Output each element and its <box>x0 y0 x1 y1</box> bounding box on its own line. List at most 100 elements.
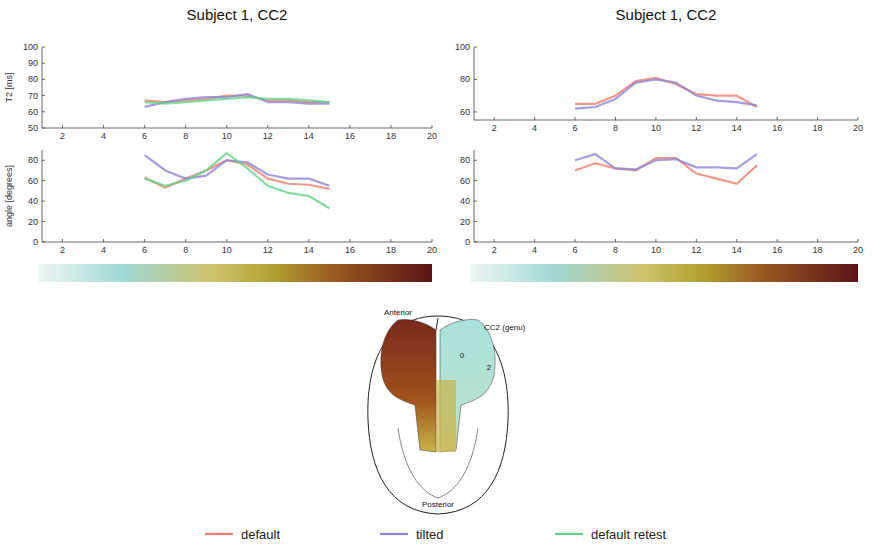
x-tick-label: 16 <box>772 245 782 255</box>
y-tick <box>42 180 45 181</box>
series-line <box>575 154 757 169</box>
figure: 24681012141618205060708090100Subject 1, … <box>0 0 877 548</box>
x-axis <box>474 120 858 121</box>
x-tick <box>615 239 616 242</box>
x-tick-label: 20 <box>853 245 863 255</box>
x-tick <box>817 239 818 242</box>
y-tick <box>474 180 477 181</box>
x-tick-label: 10 <box>222 131 232 141</box>
x-tick-label: 20 <box>427 131 437 141</box>
x-tick-label: 10 <box>651 123 661 133</box>
y-axis <box>42 150 43 242</box>
y-tick-label: 0 <box>33 237 38 247</box>
x-tick <box>103 125 104 128</box>
legend-swatch <box>555 533 583 535</box>
legend-swatch <box>205 533 233 535</box>
plot-area <box>575 154 757 184</box>
y-tick-label: 100 <box>455 42 470 52</box>
x-tick <box>267 125 268 128</box>
x-tick-label: 6 <box>142 131 147 141</box>
y-tick <box>42 242 45 243</box>
y-axis <box>474 150 475 242</box>
y-tick <box>42 201 45 202</box>
y-tick <box>474 79 477 80</box>
x-tick-label: 14 <box>732 123 742 133</box>
x-tick-label: 18 <box>813 245 823 255</box>
x-tick-label: 4 <box>101 131 106 141</box>
x-tick <box>432 125 433 128</box>
x-tick-label: 14 <box>732 245 742 255</box>
x-tick <box>349 239 350 242</box>
x-tick-label: 16 <box>345 245 355 255</box>
series-line <box>145 97 330 103</box>
y-tick <box>42 128 45 129</box>
y-axis <box>42 47 43 128</box>
legend-label: default retest <box>591 527 667 542</box>
x-tick <box>185 125 186 128</box>
color-bar <box>470 264 858 282</box>
y-tick-label: 100 <box>23 42 38 52</box>
y-axis <box>474 47 475 120</box>
legend-swatch <box>380 533 408 535</box>
plot-area <box>575 78 757 109</box>
x-tick-label: 8 <box>183 131 188 141</box>
x-tick <box>144 239 145 242</box>
chart: 2468101214161820020406080angle [degrees] <box>4 150 437 255</box>
x-tick-label: 16 <box>772 123 782 133</box>
x-tick-label: 6 <box>142 245 147 255</box>
x-tick-label: 8 <box>613 245 618 255</box>
tract-mid <box>436 380 456 452</box>
y-tick <box>474 47 477 48</box>
y-tick <box>42 221 45 222</box>
x-tick <box>858 117 859 120</box>
x-tick <box>432 239 433 242</box>
x-tick-label: 10 <box>651 245 661 255</box>
x-tick-label: 2 <box>492 123 497 133</box>
y-tick <box>42 160 45 161</box>
diagram-label: Posterior <box>422 500 454 509</box>
x-tick-label: 8 <box>183 245 188 255</box>
x-tick-label: 18 <box>386 245 396 255</box>
legend: default tilted default retest <box>205 527 667 542</box>
diagram-label: Anterior <box>384 308 412 317</box>
y-tick-label: 80 <box>28 155 38 165</box>
legend-label: tilted <box>416 527 443 542</box>
x-tick-label: 8 <box>613 123 618 133</box>
x-tick-label: 12 <box>263 245 273 255</box>
x-tick-label: 2 <box>60 245 65 255</box>
y-tick-label: 90 <box>28 58 38 68</box>
x-tick <box>390 239 391 242</box>
x-tick <box>575 239 576 242</box>
y-tick <box>474 160 477 161</box>
chart: 2468101214161820020406080 <box>460 150 863 255</box>
y-tick-label: 60 <box>28 107 38 117</box>
x-tick-label: 14 <box>304 131 314 141</box>
head-outline <box>368 316 508 514</box>
x-tick <box>185 239 186 242</box>
x-tick <box>575 117 576 120</box>
x-tick-label: 14 <box>304 245 314 255</box>
plot-area <box>145 94 330 107</box>
x-tick <box>736 239 737 242</box>
chart-title: Subject 1, CC2 <box>187 6 288 23</box>
x-tick <box>103 239 104 242</box>
y-tick-label: 20 <box>28 217 38 227</box>
legend-label: default <box>241 527 280 542</box>
diagram-label: 0 <box>460 351 465 360</box>
y-tick <box>474 242 477 243</box>
chart: 24681012141618206080100Subject 1, CC2 <box>455 6 863 133</box>
color-bar <box>38 264 432 282</box>
x-tick <box>534 239 535 242</box>
x-axis <box>42 128 432 129</box>
y-tick-label: 60 <box>460 176 470 186</box>
x-tick-label: 10 <box>222 245 232 255</box>
x-tick-label: 4 <box>532 123 537 133</box>
x-tick <box>534 117 535 120</box>
y-tick <box>42 79 45 80</box>
x-axis <box>474 242 858 243</box>
x-tick <box>858 239 859 242</box>
y-tick-label: 60 <box>460 107 470 117</box>
x-tick-label: 12 <box>691 245 701 255</box>
diagram-label: CC2 (genu) <box>484 323 526 332</box>
x-tick-label: 6 <box>573 123 578 133</box>
